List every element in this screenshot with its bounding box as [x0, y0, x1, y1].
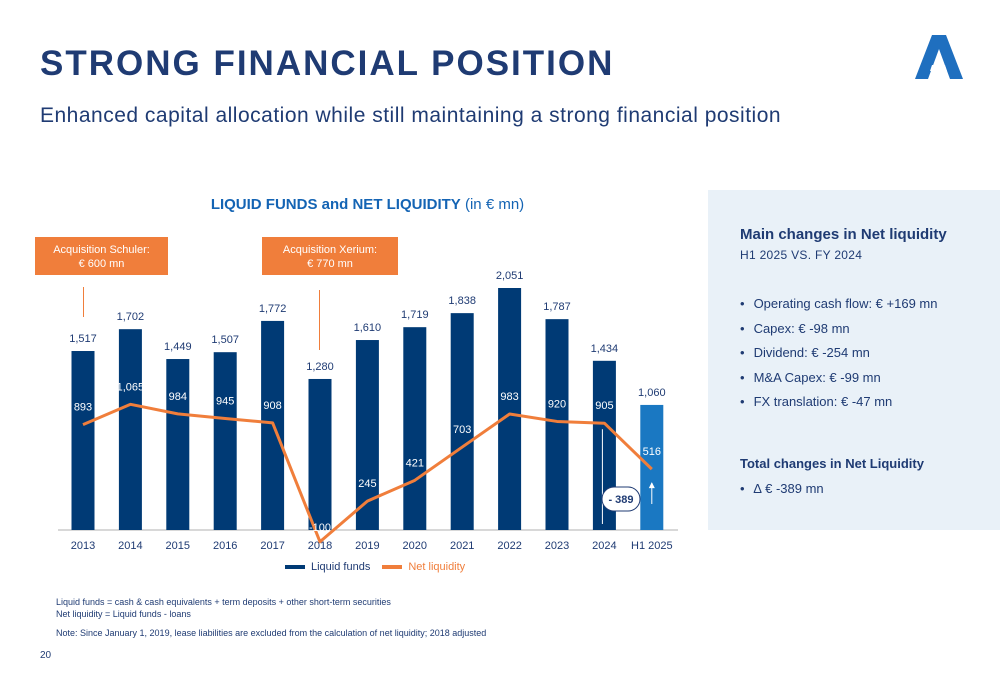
callout-schuler-connector	[83, 287, 84, 317]
line-value-label: 905	[595, 400, 613, 412]
x-tick-label: 2023	[545, 540, 569, 552]
bar-liquid-funds	[118, 329, 142, 530]
bar-value-label: 1,719	[401, 309, 429, 321]
x-tick-label: 2018	[308, 540, 332, 552]
line-value-label: 920	[548, 398, 566, 410]
x-tick-label: 2014	[118, 540, 142, 552]
page-number: 20	[40, 650, 52, 661]
footnote-note: Note: Since January 1, 2019, lease liabi…	[56, 628, 487, 638]
chart-legend: Liquid funds Net liquidity	[285, 561, 465, 573]
bar-value-label: 1,772	[259, 303, 287, 315]
bar-liquid-funds	[308, 378, 332, 530]
bar-liquid-funds	[355, 340, 379, 530]
bar-value-label: 2,051	[496, 270, 524, 282]
list-item: Dividend: € -254 mn	[740, 345, 937, 370]
x-tick-label: 2016	[213, 540, 237, 552]
legend-swatch-liquid-funds	[285, 565, 305, 569]
bar-value-label: 1,434	[591, 343, 619, 355]
bar-value-label: 1,517	[69, 333, 97, 345]
delta-arrow-head	[648, 482, 655, 489]
callout-schuler-line2: € 600 mn	[78, 258, 125, 270]
bar-value-label: 1,449	[164, 341, 192, 353]
x-tick-label: 2019	[355, 540, 379, 552]
list-item: FX translation: € -47 mn	[740, 394, 937, 419]
acquisition-xerium-callout: Acquisition Xerium: € 770 mn	[262, 237, 398, 275]
bar-liquid-funds	[403, 327, 427, 530]
line-value-label: 421	[406, 457, 424, 469]
footnotes: Liquid funds = cash & cash equivalents +…	[56, 596, 391, 620]
bar-value-label: 1,702	[117, 311, 145, 323]
x-tick-label: 2024	[592, 540, 616, 552]
list-item: Operating cash flow: € +169 mn	[740, 296, 938, 321]
footnote-net-liquidity: Net liquidity = Liquid funds - loans	[56, 609, 191, 619]
callout-schuler-line1: Acquisition Schuler:	[53, 244, 150, 256]
bar-liquid-funds	[450, 313, 474, 530]
line-value-label: 984	[169, 391, 187, 403]
line-value-label: 945	[216, 395, 234, 407]
list-item: ∆ € -389 mn	[740, 481, 824, 506]
bar-liquid-funds	[71, 351, 95, 530]
panel-total-heading: Total changes in Net Liquidity	[740, 456, 924, 471]
x-tick-label: 2021	[450, 540, 474, 552]
footnote-liquid-funds: Liquid funds = cash & cash equivalents +…	[56, 597, 391, 607]
delta-badge-label: - 389	[608, 494, 633, 506]
total-changes-list: ∆ € -389 mn	[740, 481, 824, 506]
line-value-label: 908	[263, 400, 281, 412]
bar-liquid-funds	[545, 319, 569, 530]
line-value-label: 245	[358, 478, 376, 490]
line-value-label: -100	[309, 522, 331, 534]
chart-title-unit: (in € mn)	[464, 196, 525, 213]
bar-value-label: 1,060	[638, 387, 666, 399]
x-tick-label: 2020	[403, 540, 427, 552]
x-tick-label: 2022	[497, 540, 521, 552]
net-liquidity-line	[82, 402, 653, 544]
chart-title-main: LIQUID FUNDS and NET LIQUIDITY	[210, 196, 461, 213]
changes-list: Operating cash flow: € +169 mn Capex: € …	[740, 296, 938, 419]
page-subtitle: Enhanced capital allocation while still …	[40, 104, 782, 127]
acquisition-schuler-callout: Acquisition Schuler: € 600 mn	[35, 237, 168, 275]
chart-title: LIQUID FUNDS and NET LIQUIDITY (in € mn)	[0, 196, 735, 213]
x-tick-label: 2015	[166, 540, 190, 552]
stylized-a-logo-icon	[915, 35, 963, 79]
line-value-label: 983	[500, 391, 518, 403]
bar-liquid-funds	[166, 359, 190, 530]
bar-value-label: 1,787	[543, 301, 571, 313]
panel-subheading: H1 2025 VS. FY 2024	[740, 248, 863, 262]
legend-swatch-net-liquidity	[382, 565, 403, 569]
net-liquidity-changes-panel: Main changes in Net liquidity H1 2025 VS…	[708, 190, 1000, 530]
delta-badge	[601, 486, 641, 512]
bar-value-label: 1,610	[354, 322, 382, 334]
line-value-label: 893	[74, 402, 92, 414]
legend-label-net-liquidity: Net liquidity	[408, 561, 466, 573]
callout-xerium-line2: € 770 mn	[307, 258, 353, 270]
x-tick-label: H1 2025	[631, 540, 673, 552]
x-tick-label: 2017	[260, 540, 284, 552]
panel-heading: Main changes in Net liquidity	[740, 226, 947, 243]
callout-xerium-line1: Acquisition Xerium:	[282, 244, 378, 256]
x-tick-label: 2013	[71, 540, 95, 552]
legend-label-liquid-funds: Liquid funds	[311, 561, 371, 573]
line-value-label: 1,065	[117, 381, 145, 393]
page-title: STRONG FINANCIAL POSITION	[40, 44, 615, 83]
bar-value-label: 1,507	[211, 334, 239, 346]
callout-xerium-connector	[319, 290, 320, 350]
line-value-label: 703	[453, 424, 471, 436]
bar-liquid-funds	[213, 352, 237, 530]
bar-value-label: 1,280	[306, 361, 334, 373]
list-item: Capex: € -98 mn	[740, 321, 937, 346]
bar-liquid-funds	[498, 288, 522, 530]
bar-value-label: 1,838	[448, 295, 476, 307]
line-value-label: 516	[643, 446, 661, 458]
list-item: M&A Capex: € -99 mn	[740, 370, 937, 395]
liquidity-bar-line-chart: 1,517 2013 1,702 2014 1,449 2015 1,507 2016 1,77…	[58, 270, 678, 552]
